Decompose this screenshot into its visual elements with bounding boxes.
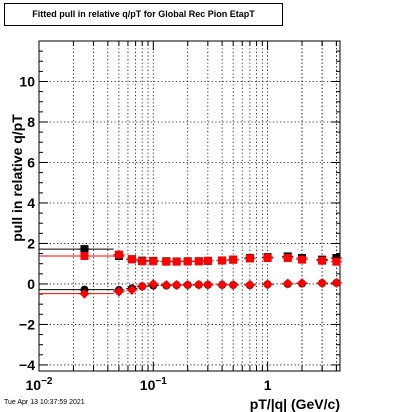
data-point <box>245 254 254 263</box>
chart-title: Fitted pull in relative q/pT for Global … <box>32 9 255 19</box>
data-point <box>202 279 213 290</box>
data-point <box>283 254 292 263</box>
timestamp: Tue Apr 13 10:37:59 2021 <box>4 399 85 406</box>
data-point <box>217 279 228 290</box>
grid <box>38 41 340 371</box>
data-point <box>162 257 171 266</box>
data-point <box>318 256 327 265</box>
data-point <box>298 255 307 264</box>
data-point <box>172 257 181 266</box>
data-point <box>317 278 328 289</box>
data-point <box>229 255 238 264</box>
data-point <box>171 279 182 290</box>
y-tick-label: 4 <box>27 195 35 211</box>
x-axis-title: pT/|q| (GeV/c) <box>250 396 340 412</box>
data-point <box>183 257 192 266</box>
data-series <box>39 245 343 299</box>
data-point <box>138 257 147 266</box>
data-point <box>114 250 123 259</box>
data-point <box>113 286 124 297</box>
data-point <box>263 254 272 263</box>
series-mean-red <box>78 277 343 299</box>
y-tick-label: 10 <box>19 73 35 89</box>
data-point <box>126 285 137 296</box>
data-point <box>218 256 227 265</box>
data-point <box>203 256 212 265</box>
data-point <box>282 278 293 289</box>
data-point <box>262 279 273 290</box>
axis-ticks <box>38 41 340 371</box>
y-tick-label: 8 <box>27 114 35 130</box>
data-point <box>331 277 342 288</box>
data-point <box>228 279 239 290</box>
y-tick-label: 2 <box>27 235 35 251</box>
data-point <box>297 278 308 289</box>
x-tick-label: 1 <box>264 377 272 393</box>
data-point <box>194 257 203 266</box>
data-point <box>332 257 341 266</box>
x-tick-label: 10−1 <box>140 376 167 393</box>
tick-labels: −4 −2 0 2 4 6 8 10 10−2 10−1 1 <box>19 73 272 393</box>
y-tick-label: 6 <box>27 154 35 170</box>
data-point <box>127 255 136 264</box>
data-point <box>193 279 204 290</box>
y-tick-label: −2 <box>19 316 35 332</box>
data-point <box>161 279 172 290</box>
y-tick-label: −4 <box>19 357 35 373</box>
y-tick-label: 0 <box>27 276 35 292</box>
chart-title-box: Fitted pull in relative q/pT for Global … <box>4 3 283 26</box>
plot-frame <box>38 40 341 372</box>
data-point <box>149 257 158 266</box>
data-point <box>137 281 148 292</box>
y-axis-title: pull in relative q/pT <box>9 114 25 242</box>
data-point <box>182 279 193 290</box>
data-point <box>148 278 159 289</box>
data-point <box>244 279 255 290</box>
x-tick-label: 10−2 <box>26 376 53 393</box>
